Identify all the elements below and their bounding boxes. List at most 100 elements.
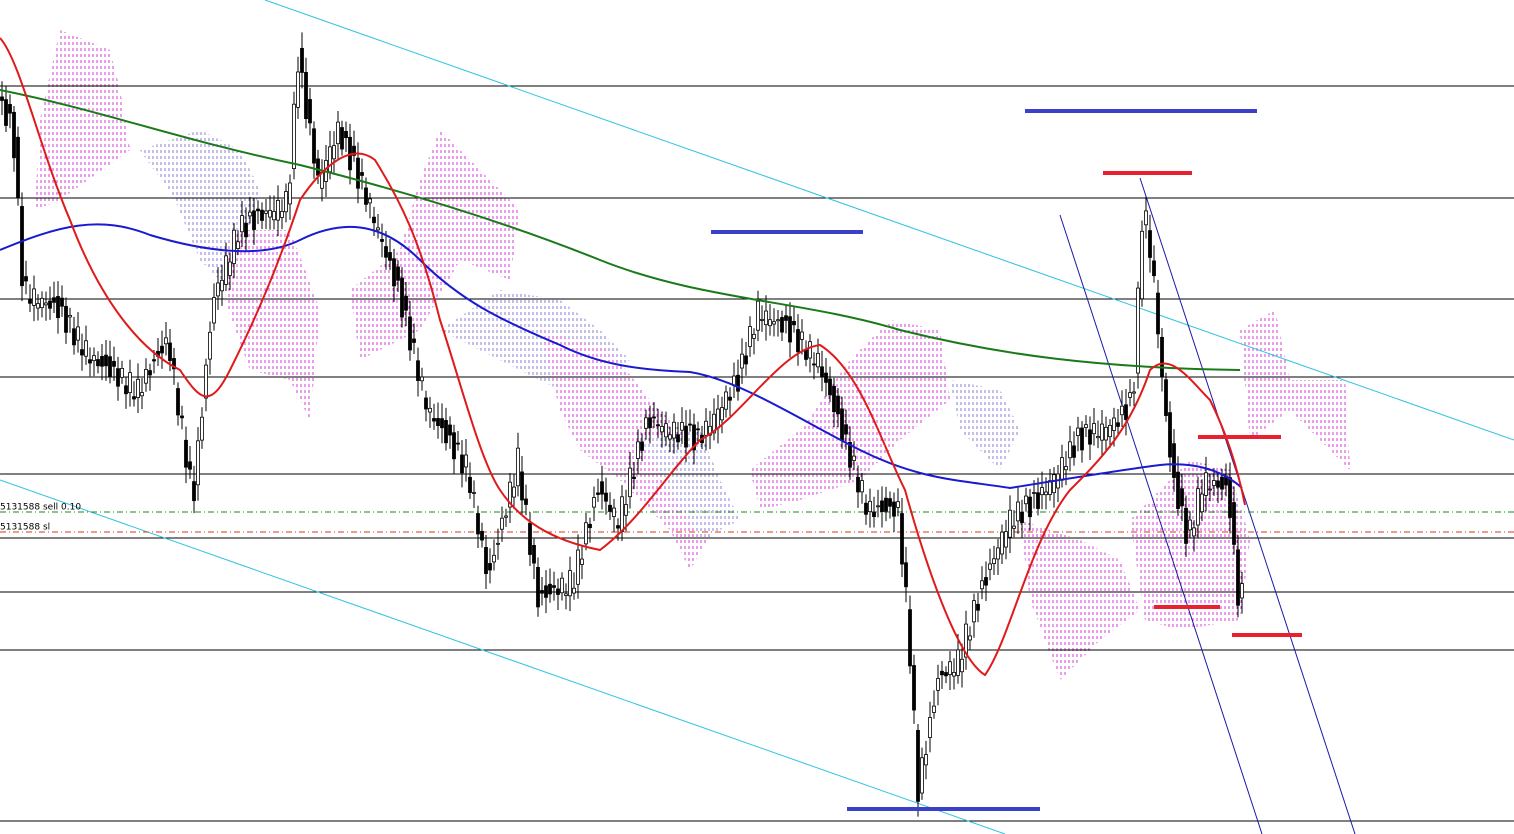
candle-body (236, 241, 240, 250)
candle-body (936, 678, 940, 691)
ichimoku-cloud (35, 30, 1350, 680)
candle-body (252, 210, 256, 230)
candle-body (364, 187, 368, 205)
candle-body (168, 342, 172, 361)
candle-body (1080, 427, 1084, 451)
candle-body (1220, 476, 1224, 490)
candle-body (976, 603, 980, 611)
candle-body (244, 222, 248, 238)
candle-body (436, 418, 440, 427)
candle-body (452, 432, 456, 460)
candle-body (584, 522, 588, 545)
candle-body (432, 418, 436, 422)
candle-body (548, 583, 552, 595)
candle-body (568, 570, 572, 597)
candle-body (24, 276, 28, 282)
candle-body (272, 211, 276, 221)
candle-body (600, 481, 604, 495)
candle-body (784, 315, 788, 321)
candle-body (628, 467, 632, 498)
candle-body (424, 397, 428, 410)
candle-body (1228, 477, 1232, 518)
candle-body (1188, 519, 1192, 531)
candle-body (660, 426, 664, 433)
candle-body (1100, 423, 1104, 441)
candle-body (224, 255, 228, 285)
candle-body (1072, 445, 1076, 458)
candle-body (508, 481, 512, 508)
candle-body (1008, 509, 1012, 538)
candle-body (428, 407, 432, 413)
candle-body (772, 321, 776, 325)
candle-body (544, 585, 548, 598)
candle-body (616, 525, 620, 529)
candle-body (744, 355, 748, 365)
candle-body (412, 338, 416, 343)
candle-body (76, 326, 80, 341)
candle-body (676, 434, 680, 443)
candle-body (484, 547, 488, 574)
candle-body (228, 261, 232, 276)
candle-body (608, 504, 612, 512)
candle-body (280, 211, 284, 218)
candle-body (1132, 391, 1136, 394)
candle-body (352, 145, 356, 156)
candle-body (504, 515, 508, 518)
candle-body (540, 590, 544, 594)
candle-body (528, 522, 532, 555)
candle-body (904, 562, 908, 588)
candle-body (300, 47, 304, 73)
candle-body (52, 297, 56, 303)
candle-body (980, 580, 984, 590)
candle-body (520, 471, 524, 501)
candle-body (684, 425, 688, 448)
candle-body (680, 422, 684, 431)
candle-body (896, 501, 900, 508)
candle-body (356, 157, 360, 189)
candle-body (944, 672, 948, 677)
candle-body (204, 364, 208, 399)
candle-body (160, 345, 164, 354)
candle-body (1164, 379, 1168, 416)
candle-body (1232, 502, 1236, 545)
candle-body (1016, 501, 1020, 522)
candle-body (560, 577, 564, 594)
candle-body (796, 329, 800, 353)
candle-body (184, 439, 188, 468)
candle-body (328, 146, 332, 173)
candle-body (740, 353, 744, 369)
candle-body (688, 423, 692, 426)
candle-body (32, 288, 36, 306)
candle-body (276, 200, 280, 221)
candle-body (1128, 392, 1132, 398)
candle-body (588, 523, 592, 529)
candle-body (844, 424, 848, 435)
candle-body (636, 441, 640, 459)
candle-body (208, 331, 212, 360)
candle-body (860, 480, 864, 493)
candle-body (1172, 443, 1176, 478)
candle-body (856, 477, 860, 493)
candle-body (4, 99, 8, 126)
candle-body (1200, 493, 1204, 513)
candle-body (192, 481, 196, 502)
candle-body (1196, 488, 1200, 526)
candle-body (532, 545, 536, 564)
candle-body (304, 72, 308, 120)
candle-body (996, 547, 1000, 560)
candle-body (396, 266, 400, 281)
candle-body (40, 297, 44, 309)
candle-body (912, 665, 916, 711)
candle-body (1216, 480, 1220, 488)
candle-body (444, 420, 448, 444)
candle-body (1184, 507, 1188, 544)
candle-body (1088, 429, 1092, 445)
candle-body (384, 246, 388, 258)
candle-body (468, 476, 472, 493)
candle-body (1144, 210, 1148, 226)
candle-body (512, 486, 516, 498)
candle-body (84, 340, 88, 357)
candle-body (652, 416, 656, 419)
candle-body (668, 434, 672, 440)
